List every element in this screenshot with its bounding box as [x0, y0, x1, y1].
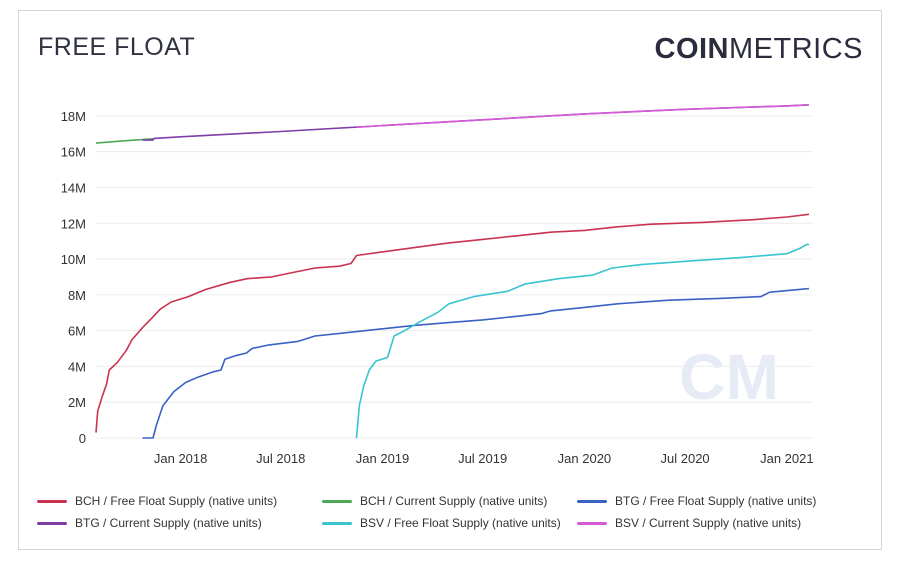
legend-swatch — [577, 521, 607, 525]
series-lines — [95, 104, 810, 439]
series-line-5[interactable] — [356, 104, 810, 128]
legend-label: BSV / Current Supply (native units) — [615, 516, 802, 530]
legend-item[interactable]: BSV / Free Float Supply (native units) — [322, 516, 561, 530]
legend-item[interactable]: BTG / Current Supply (native units) — [37, 516, 262, 530]
y-tick-label: 0 — [79, 431, 86, 446]
legend-swatch — [37, 499, 67, 503]
x-tick-label: Jan 2019 — [356, 451, 410, 466]
x-tick-label: Jul 2018 — [256, 451, 305, 466]
y-tick-label: 12M — [61, 216, 86, 231]
legend-label: BTG / Current Supply (native units) — [75, 516, 262, 530]
series-line-2[interactable] — [142, 287, 810, 439]
brand-logo-light: METRICS — [729, 33, 863, 65]
legend-item[interactable]: BCH / Free Float Supply (native units) — [37, 494, 277, 508]
legend-label: BCH / Current Supply (native units) — [360, 494, 548, 508]
y-tick-label: 4M — [68, 359, 86, 374]
legend-swatch — [577, 499, 607, 503]
legend-swatch — [37, 521, 67, 525]
legend-swatch — [322, 499, 352, 503]
legend-label: BSV / Free Float Supply (native units) — [360, 516, 561, 530]
line-chart: CM 0 2M 4M 6M 8M 10M 12M 14M 16M 18M Jan 2018 Jul … — [61, 104, 814, 466]
legend-label: BTG / Free Float Supply (native units) — [615, 494, 817, 508]
y-tick-label: 2M — [68, 395, 86, 410]
y-tick-label: 18M — [61, 109, 86, 124]
chart-grid — [96, 115, 813, 439]
x-tick-label: Jan 2021 — [760, 451, 814, 466]
y-tick-label: 6M — [68, 324, 86, 339]
y-tick-label: 10M — [61, 252, 86, 267]
legend-swatch — [322, 521, 352, 525]
y-tick-label: 16M — [61, 145, 86, 160]
chart-card: FREE FLOAT COINMETRICS CM 0 2M 4M 6M 8M 10M 12… — [18, 10, 882, 550]
x-tick-label: Jan 2018 — [154, 451, 208, 466]
legend-item[interactable]: BCH / Current Supply (native units) — [322, 494, 547, 508]
x-axis: Jan 2018 Jul 2018 Jan 2019 Jul 2019 Jan 2020… — [154, 451, 814, 466]
y-axis: 0 2M 4M 6M 8M 10M 12M 14M 16M 18M — [61, 109, 86, 446]
x-tick-label: Jul 2019 — [458, 451, 507, 466]
chart-title: FREE FLOAT — [38, 33, 196, 61]
series-line-4[interactable] — [355, 243, 810, 439]
series-line-3[interactable] — [142, 104, 810, 141]
brand-logo: COINMETRICS — [655, 33, 864, 66]
legend-label: BCH / Free Float Supply (native units) — [75, 494, 278, 508]
y-tick-label: 14M — [61, 180, 86, 195]
series-line-0[interactable] — [95, 213, 810, 433]
watermark-logo: CM — [679, 341, 779, 413]
x-tick-label: Jan 2020 — [558, 451, 612, 466]
y-tick-label: 8M — [68, 288, 86, 303]
series-line-1[interactable] — [95, 138, 154, 144]
legend-item[interactable]: BSV / Current Supply (native units) — [577, 516, 801, 530]
x-tick-label: Jul 2020 — [661, 451, 710, 466]
brand-logo-bold: COIN — [654, 33, 729, 65]
legend-item[interactable]: BTG / Free Float Supply (native units) — [577, 494, 816, 508]
